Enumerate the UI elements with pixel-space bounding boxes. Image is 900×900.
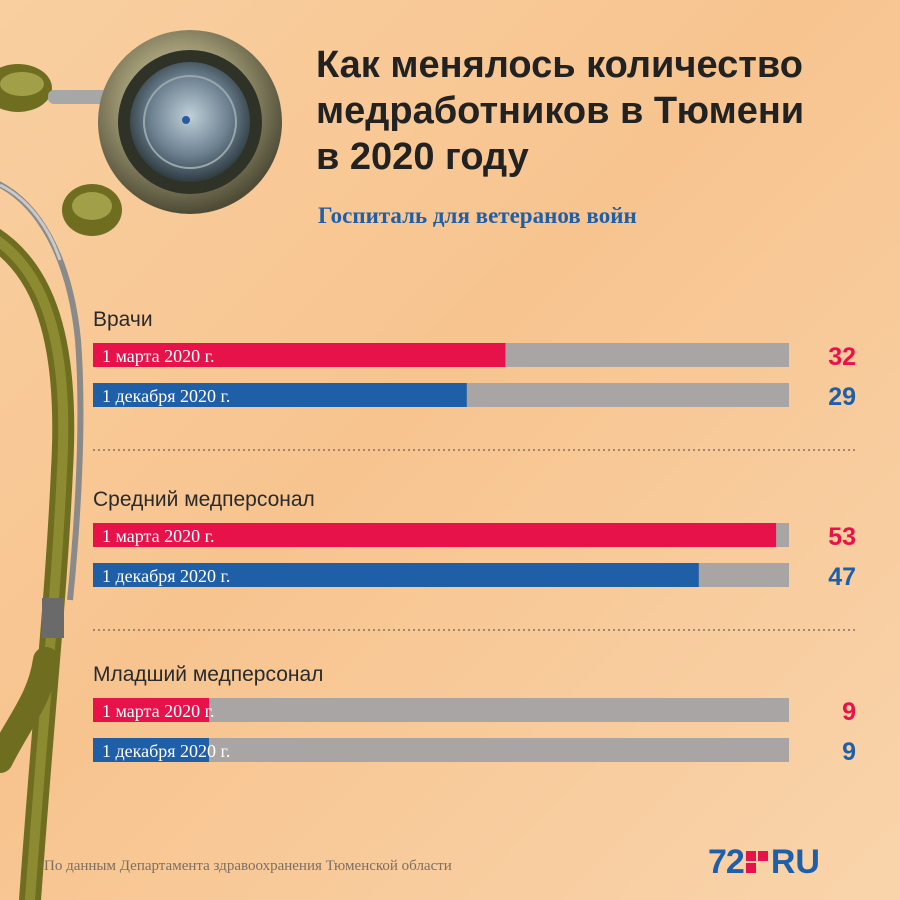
data-label: 9 [842, 698, 856, 726]
series-label: 1 декабря 2020 г. [102, 566, 230, 586]
logo-suffix: RU [770, 842, 820, 881]
chart-subtitle: Госпиталь для ветеранов войн [318, 203, 637, 228]
bar [93, 523, 777, 547]
source-note: По данным Департамента здравоохранения Т… [44, 858, 452, 874]
bar [93, 383, 467, 407]
bar [93, 343, 506, 367]
title-line: в 2020 году [316, 136, 529, 178]
category-label: Врачи [93, 308, 153, 331]
logo-number: 72 [708, 842, 745, 881]
series-label: 1 декабря 2020 г. [102, 386, 230, 406]
brand-logo: 72 RU [708, 842, 820, 882]
bar [93, 698, 209, 722]
data-label: 9 [842, 738, 856, 766]
logo-squares-icon [745, 851, 768, 873]
title-line: Как менялось количество [316, 44, 803, 86]
category-label: Средний медперсонал [93, 488, 315, 511]
bar [93, 738, 209, 762]
series-label: 1 марта 2020 г. [102, 701, 214, 721]
data-label: 53 [828, 523, 856, 551]
series-label: 1 марта 2020 г. [102, 346, 214, 366]
data-label: 47 [828, 563, 856, 591]
series-label: 1 марта 2020 г. [102, 526, 214, 546]
data-label: 32 [828, 343, 856, 371]
series-label: 1 декабря 2020 г. [102, 741, 230, 761]
title-line: медработников в Тюмени [316, 90, 805, 132]
chart-title: Как менялось количество медработников в … [316, 42, 876, 180]
data-label: 29 [828, 383, 856, 411]
bar [93, 563, 699, 587]
category-label: Младший медперсонал [93, 663, 323, 686]
